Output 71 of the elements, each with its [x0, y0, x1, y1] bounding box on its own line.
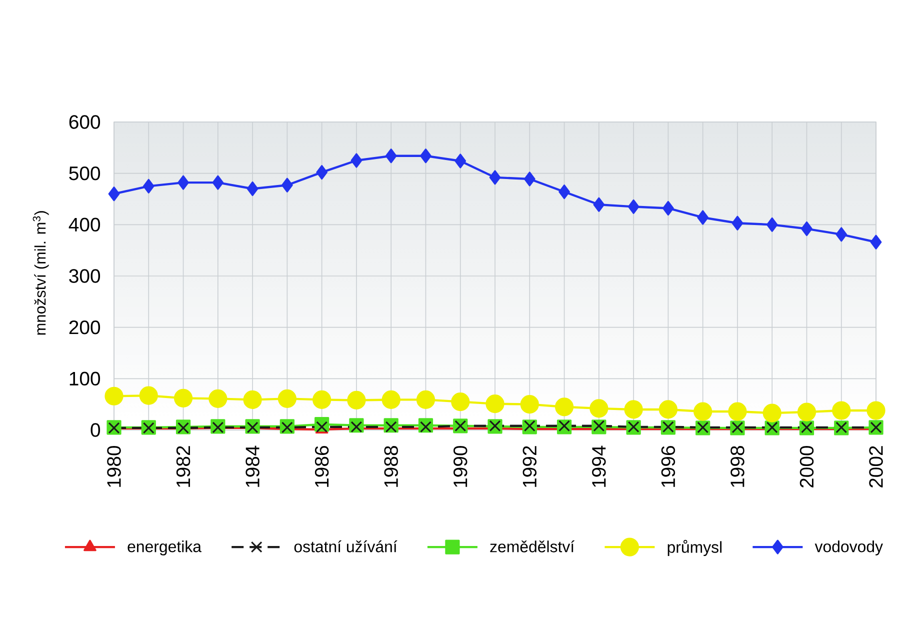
point [208, 389, 228, 408]
point [420, 148, 432, 164]
point [694, 402, 712, 421]
point [766, 217, 778, 232]
point [658, 400, 678, 419]
point [801, 221, 812, 236]
point [520, 395, 539, 414]
point [416, 390, 436, 410]
y-tick-label: 500 [69, 166, 100, 180]
point [662, 200, 674, 216]
x-tick-label: 1992 [522, 446, 537, 487]
point [347, 390, 366, 410]
point [593, 197, 605, 212]
x-tick-label: 1980 [107, 446, 121, 487]
x-tick-label: 1988 [384, 446, 398, 487]
point [212, 175, 224, 190]
point [486, 394, 504, 414]
legend-label: ostatní užívání [294, 540, 398, 552]
point [451, 392, 470, 412]
point [382, 390, 400, 410]
y-tick-label: 0 [90, 423, 100, 437]
point [104, 386, 124, 406]
x-tick-label: 1986 [314, 446, 329, 487]
point [732, 216, 744, 230]
point [697, 210, 708, 225]
x-tick-label: 1982 [176, 446, 190, 487]
point [108, 186, 120, 202]
point [174, 388, 193, 408]
x-tick-label: 2000 [800, 446, 814, 488]
y-tick-label: 600 [69, 115, 100, 129]
legend-label: vodovody [814, 540, 883, 556]
y-tick-label: 400 [68, 218, 100, 232]
point [554, 398, 574, 416]
point [316, 165, 328, 180]
point [628, 199, 640, 214]
point [350, 153, 362, 168]
point [728, 402, 747, 421]
legend-label: energetika [128, 540, 202, 556]
point [836, 227, 848, 242]
point [282, 178, 293, 192]
point [624, 400, 643, 419]
point [312, 390, 332, 410]
x-tick-label: 1990 [453, 446, 468, 487]
x-tick-label: 2002 [869, 446, 883, 488]
y-axis-title: množství (mil. m$^{3}$) [32, 211, 49, 335]
point [178, 175, 189, 190]
point [797, 402, 816, 422]
point [385, 148, 397, 164]
point [139, 386, 158, 405]
point [142, 178, 154, 194]
point [866, 401, 886, 420]
point [762, 404, 782, 422]
point [278, 389, 296, 408]
point [558, 184, 570, 200]
x-tick-label: 1994 [592, 446, 606, 487]
x-tick-label: 1998 [730, 446, 744, 487]
point [454, 154, 466, 168]
legend-label: průmysl [668, 540, 722, 556]
x-tick-label: 1996 [661, 446, 676, 487]
y-tick-label: 300 [69, 269, 100, 283]
x-tick-label: 1984 [246, 446, 260, 487]
point [524, 172, 536, 186]
y-tick-label: 100 [70, 372, 100, 386]
point [590, 399, 608, 418]
point [243, 390, 262, 410]
y-tick-label: 200 [69, 320, 100, 334]
point [489, 170, 501, 185]
legend-label: zemědělství [490, 540, 574, 552]
point [870, 234, 882, 250]
point [832, 401, 851, 420]
point [246, 181, 258, 196]
